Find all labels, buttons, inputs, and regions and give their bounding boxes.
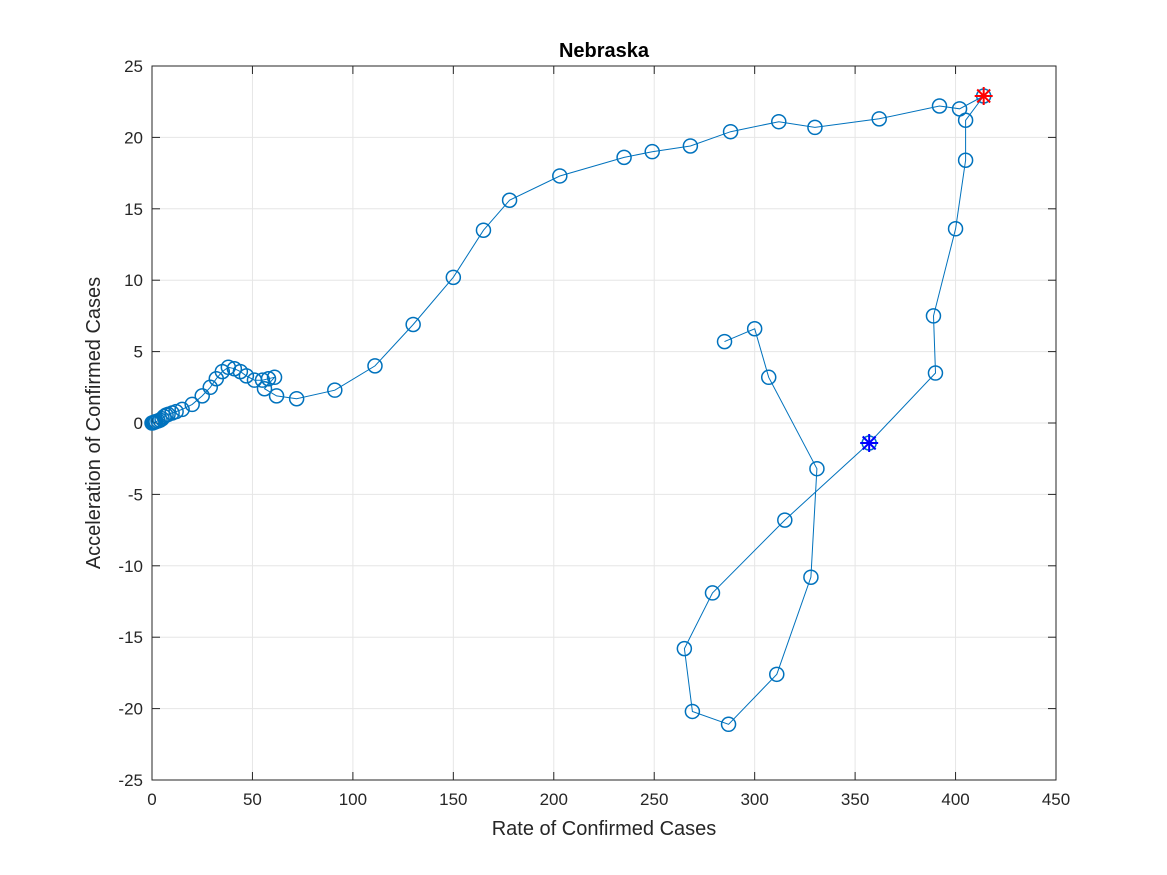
- tick-label-layer: 0 50 100 150 200 250 300 350 400 450-25-20-15-10-…: [118, 57, 1070, 809]
- y-tick-label: 0: [134, 414, 143, 433]
- x-tick-label: 150: [439, 790, 467, 809]
- y-tick-label: 15: [124, 200, 143, 219]
- data-point-marker: [931, 98, 948, 114]
- y-tick-label: -10: [118, 557, 143, 576]
- data-point-marker: [777, 512, 793, 528]
- data-point-marker: [769, 666, 785, 683]
- x-tick-label: 300: [740, 790, 768, 809]
- x-tick-label: 450: [1042, 790, 1070, 809]
- data-point-marker: [947, 221, 964, 237]
- data-point-marker: [475, 222, 492, 238]
- x-axis-label: Rate of Confirmed Cases: [492, 818, 717, 840]
- y-axis-label: Acceleration of Confirmed Cases: [83, 277, 105, 569]
- data-point-marker: [957, 152, 974, 168]
- y-tick-label: -5: [128, 485, 143, 504]
- data-point-marker: [327, 382, 343, 398]
- y-tick-label: 10: [124, 271, 143, 290]
- data-point-marker: [760, 369, 777, 386]
- data-point-marker: [367, 358, 383, 374]
- data-point-marker: [552, 168, 568, 184]
- x-tick-label: 400: [941, 790, 969, 809]
- data-point-marker: [809, 460, 825, 477]
- data-point-marker: [616, 149, 632, 166]
- y-tick-label: 25: [124, 57, 143, 76]
- chart-title: Nebraska: [559, 40, 650, 62]
- data-point-marker: [202, 379, 219, 396]
- x-tick-label: 0: [147, 790, 156, 809]
- data-point-marker: [676, 640, 693, 657]
- y-tick-label: -25: [118, 771, 143, 790]
- data-point-marker: [256, 380, 273, 397]
- data-point-marker: [266, 369, 283, 386]
- x-tick-label: 200: [540, 790, 568, 809]
- data-point-marker: [925, 308, 942, 324]
- highlight-marker: [974, 86, 993, 105]
- data-point-marker: [871, 111, 887, 127]
- data-point-marker: [716, 333, 733, 350]
- series-layer: [144, 88, 992, 733]
- highlight-marker: [860, 433, 879, 452]
- grid-layer: [151, 65, 1057, 781]
- data-point-marker: [722, 123, 739, 140]
- data-point-marker: [238, 368, 255, 384]
- data-point-marker: [254, 372, 271, 388]
- x-tick-label: 100: [339, 790, 367, 809]
- x-tick-label: 250: [640, 790, 668, 809]
- y-tick-label: 20: [124, 128, 143, 147]
- data-point-marker: [268, 388, 285, 404]
- data-point-marker: [957, 112, 974, 129]
- data-point-marker: [260, 370, 277, 387]
- data-point-marker: [445, 269, 462, 286]
- data-point-marker: [927, 365, 944, 381]
- data-point-marker: [720, 716, 737, 733]
- data-point-marker: [644, 143, 660, 160]
- data-point-marker: [501, 192, 518, 208]
- data-point-marker: [684, 703, 701, 720]
- y-tick-label: -15: [118, 628, 143, 647]
- data-point-marker: [704, 585, 721, 601]
- y-tick-label: -20: [118, 700, 143, 719]
- y-tick-label: 5: [134, 343, 143, 362]
- x-tick-label: 50: [243, 790, 262, 809]
- data-point-marker: [746, 321, 763, 337]
- data-point-marker: [405, 316, 421, 333]
- data-point-marker: [803, 569, 819, 585]
- data-point-marker: [682, 138, 699, 154]
- data-point-marker: [771, 113, 787, 130]
- x-tick-label: 350: [841, 790, 869, 809]
- data-point-marker: [807, 119, 823, 136]
- data-point-marker: [174, 401, 190, 418]
- special-marker-layer: [860, 86, 993, 452]
- data-point-marker: [194, 388, 210, 404]
- data-point-marker: [288, 390, 305, 407]
- data-point-marker: [184, 396, 200, 413]
